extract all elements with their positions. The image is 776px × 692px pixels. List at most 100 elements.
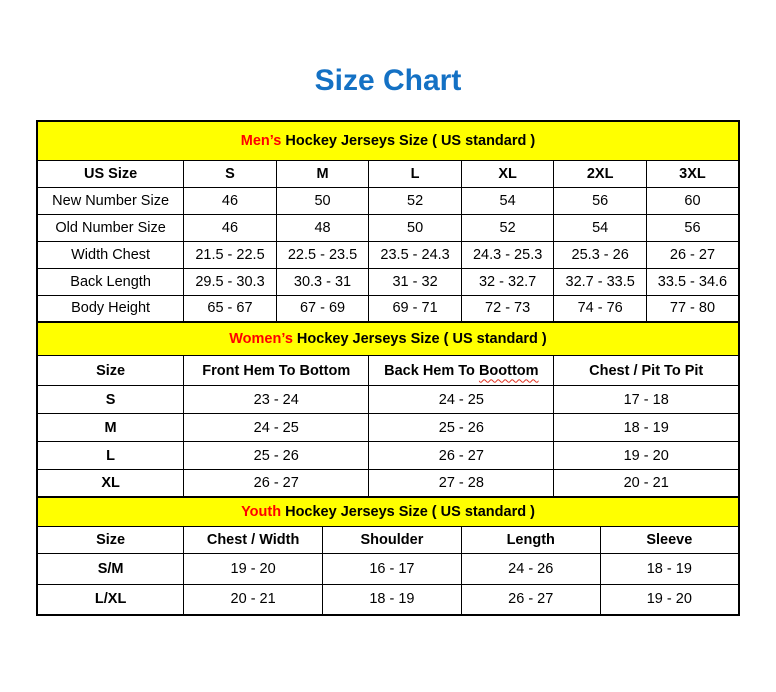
table-row: Old Number Size 46 48 50 52 54 56 — [36, 213, 740, 242]
cell-value: 19 - 20 — [553, 441, 740, 470]
cell-value: 54 — [460, 186, 555, 215]
table-row: Back Length 29.5 - 30.3 30.3 - 31 31 - 32 32… — [36, 267, 740, 296]
cell-value: 74 - 76 — [553, 294, 647, 323]
row-label: XL — [36, 469, 185, 498]
cell-value: 24 - 25 — [183, 413, 370, 442]
text-segment: Back Hem To — [384, 362, 479, 379]
column-header: Back Hem To Boottom — [368, 355, 555, 386]
cell-value: 50 — [275, 186, 370, 215]
table-row: New Number Size 46 50 52 54 56 60 — [36, 186, 740, 215]
cell-value: 18 - 19 — [599, 552, 740, 585]
mens-band-row: Men’s Hockey Jerseys Size ( US standard … — [36, 120, 740, 161]
cell-value: 20 - 21 — [183, 583, 324, 616]
cell-value: 65 - 67 — [183, 294, 277, 323]
cell-value: 69 - 71 — [368, 294, 462, 323]
row-label: Old Number Size — [36, 213, 185, 242]
cell-value: 24 - 26 — [460, 552, 601, 585]
cell-value: 22.5 - 23.5 — [275, 240, 370, 269]
cell-value: 32 - 32.7 — [460, 267, 555, 296]
table-row: M 24 - 25 25 - 26 18 - 19 — [36, 413, 740, 442]
cell-value: 32.7 - 33.5 — [553, 267, 647, 296]
row-label: M — [36, 413, 185, 442]
row-label: Width Chest — [36, 240, 185, 269]
column-header: Size — [36, 355, 185, 386]
cell-value: 54 — [553, 213, 647, 242]
cell-value: 52 — [460, 213, 555, 242]
highlight-word: Men’s — [240, 132, 286, 149]
cell-value: 25 - 26 — [183, 441, 370, 470]
column-header: XL — [460, 159, 555, 188]
column-header: L — [368, 159, 462, 188]
row-label: L — [36, 441, 185, 470]
cell-value: 23.5 - 24.3 — [368, 240, 462, 269]
table-row: S 23 - 24 24 - 25 17 - 18 — [36, 385, 740, 414]
column-header: S — [183, 159, 277, 188]
cell-value: 23 - 24 — [183, 385, 370, 414]
cell-value: 26 - 27 — [368, 441, 555, 470]
cell-value: 26 - 27 — [460, 583, 601, 616]
page-title: Size Chart — [314, 64, 462, 97]
cell-value: 25.3 - 26 — [553, 240, 647, 269]
mens-section-title: Men’s Hockey Jerseys Size ( US standard … — [36, 120, 740, 161]
cell-value: 24 - 25 — [368, 385, 555, 414]
cell-value: 33.5 - 34.6 — [645, 267, 740, 296]
column-header: Chest / Width — [183, 525, 324, 554]
cell-value: 20 - 21 — [553, 469, 740, 498]
cell-value: 24.3 - 25.3 — [460, 240, 555, 269]
mens-header-row: US Size S M L XL 2XL 3XL — [36, 159, 740, 188]
column-header: Shoulder — [322, 525, 462, 554]
womens-header-row: Size Front Hem To Bottom Back Hem To Boott… — [36, 355, 740, 386]
cell-value: 30.3 - 31 — [275, 267, 370, 296]
cell-value: 26 - 27 — [645, 240, 740, 269]
cell-value: 17 - 18 — [553, 385, 740, 414]
size-tables-container: Men’s Hockey Jerseys Size ( US standard … — [36, 120, 740, 616]
table-row: Body Height 65 - 67 67 - 69 69 - 71 72 - 73 7… — [36, 294, 740, 323]
cell-value: 29.5 - 30.3 — [183, 267, 277, 296]
mens-size-table: Men’s Hockey Jerseys Size ( US standard … — [36, 120, 740, 323]
text-segment: Hockey Jerseys Size ( US standard ) — [296, 330, 547, 347]
row-label: L/XL — [36, 583, 185, 616]
highlight-word: Youth — [241, 503, 286, 520]
column-header: Size — [36, 525, 185, 554]
table-row: S/M 19 - 20 16 - 17 24 - 26 18 - 19 — [36, 552, 740, 585]
cell-value: 72 - 73 — [460, 294, 555, 323]
cell-value: 46 — [183, 213, 277, 242]
text-segment: Hockey Jerseys Size ( US standard ) — [285, 503, 535, 520]
youth-band-row: Youth Hockey Jerseys Size ( US standard … — [36, 496, 740, 527]
column-header: 3XL — [645, 159, 740, 188]
cell-value: 25 - 26 — [368, 413, 555, 442]
highlight-word: Women’s — [229, 330, 297, 347]
column-header: 2XL — [553, 159, 647, 188]
row-label: New Number Size — [36, 186, 185, 215]
youth-header-row: Size Chest / Width Shoulder Length Sleeve — [36, 525, 740, 554]
row-label: Body Height — [36, 294, 185, 323]
column-header: Length — [460, 525, 601, 554]
column-header: M — [275, 159, 370, 188]
column-header: Chest / Pit To Pit — [553, 355, 740, 386]
cell-value: 48 — [275, 213, 370, 242]
cell-value: 31 - 32 — [368, 267, 462, 296]
cell-value: 19 - 20 — [599, 583, 740, 616]
cell-value: 60 — [645, 186, 740, 215]
cell-value: 27 - 28 — [368, 469, 555, 498]
cell-value: 16 - 17 — [322, 552, 462, 585]
cell-value: 50 — [368, 213, 462, 242]
cell-value: 67 - 69 — [275, 294, 370, 323]
row-label: S/M — [36, 552, 185, 585]
column-header: Sleeve — [599, 525, 740, 554]
cell-value: 18 - 19 — [322, 583, 462, 616]
cell-value: 18 - 19 — [553, 413, 740, 442]
cell-value: 56 — [553, 186, 647, 215]
table-row: Width Chest 21.5 - 22.5 22.5 - 23.5 23.5 - … — [36, 240, 740, 269]
cell-value: 52 — [368, 186, 462, 215]
row-label: Back Length — [36, 267, 185, 296]
cell-value: 46 — [183, 186, 277, 215]
text-segment: Hockey Jerseys Size ( US standard ) — [285, 132, 536, 149]
table-row: XL 26 - 27 27 - 28 20 - 21 — [36, 469, 740, 498]
misspelled-word: Boottom — [478, 362, 539, 379]
womens-size-table: Women’s Hockey Jerseys Size ( US standar… — [36, 320, 740, 499]
table-row: L/XL 20 - 21 18 - 19 26 - 27 19 - 20 — [36, 583, 740, 616]
table-row: L 25 - 26 26 - 27 19 - 20 — [36, 441, 740, 470]
column-header: Front Hem To Bottom — [183, 355, 370, 386]
